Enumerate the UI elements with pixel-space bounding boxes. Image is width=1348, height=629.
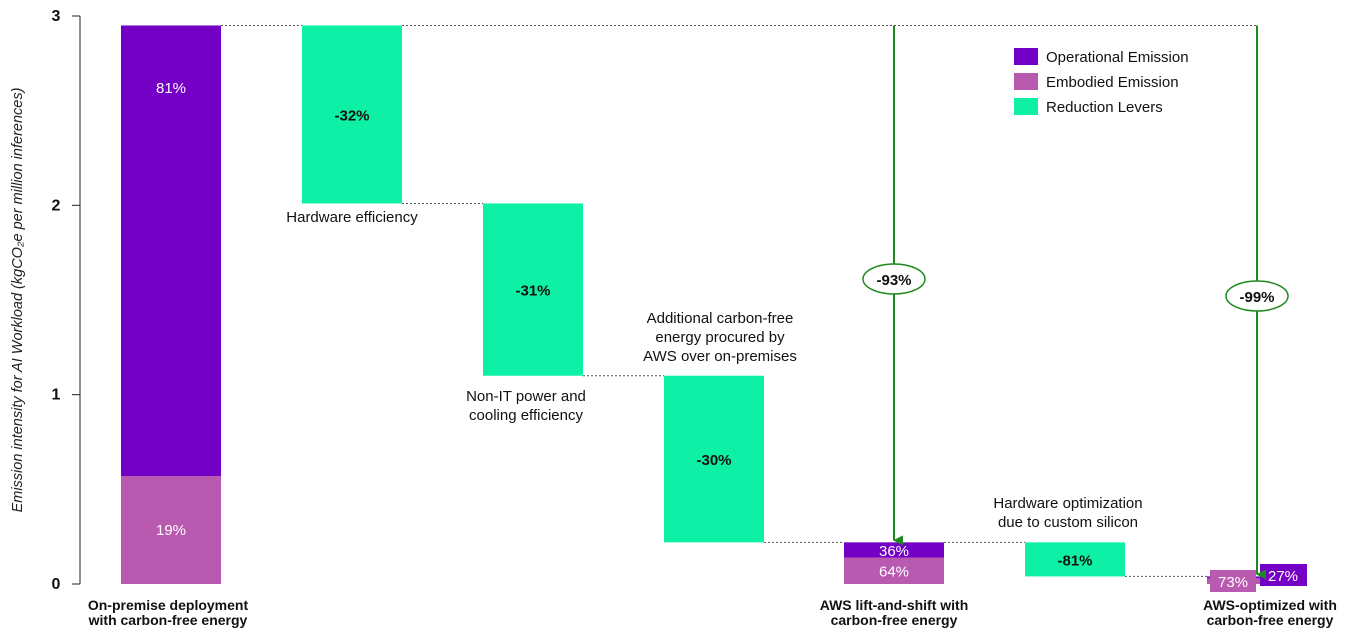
reduction-percent-label: -31% xyxy=(515,283,550,300)
reduction-percent-label: -32% xyxy=(334,107,369,124)
category-label: AWS lift-and-shift with xyxy=(820,597,969,613)
segment-callout-box xyxy=(1260,564,1307,586)
reduction-percent-label: -81% xyxy=(1057,552,1092,569)
legend-swatch xyxy=(1014,98,1038,115)
bar-segment xyxy=(844,542,944,558)
y-tick-label: 1 xyxy=(52,387,61,404)
legend-swatch xyxy=(1014,73,1038,90)
lever-label: due to custom silicon xyxy=(998,514,1138,531)
overall-reduction-arrows: -93% -99% xyxy=(862,25,1289,580)
legend-label: Reduction Levers xyxy=(1046,99,1163,116)
bar-segment xyxy=(121,476,221,584)
overall-reduction-label: -99% xyxy=(1239,289,1274,306)
lever-label: Non-IT power and xyxy=(466,388,586,405)
segment-label: 73% xyxy=(1218,574,1248,591)
segment-label: 81% xyxy=(156,80,186,97)
segment-label: 36% xyxy=(879,543,909,560)
bar-segment xyxy=(121,25,221,477)
y-axis: 0 1 2 3 Emission intensity for AI Workload (… xyxy=(10,8,81,593)
segment-callout-box xyxy=(1210,570,1256,592)
legend-label: Operational Emission xyxy=(1046,49,1189,66)
reduction-percent-label: -30% xyxy=(696,452,731,469)
category-label: On-premise deployment xyxy=(88,597,249,613)
segment-label: 19% xyxy=(156,522,186,539)
lever-label: Hardware optimization xyxy=(993,495,1142,512)
reduction-bar xyxy=(483,203,583,376)
connector-lines xyxy=(221,24,1258,577)
reduction-bar xyxy=(664,375,764,543)
reduction-bar xyxy=(302,25,402,204)
category-label: AWS-optimized with xyxy=(1203,597,1337,613)
category-label: with carbon-free energy xyxy=(88,612,248,628)
legend-label: Embodied Emission xyxy=(1046,74,1179,91)
lever-label: AWS over on-premises xyxy=(643,348,797,365)
y-tick-label: 0 xyxy=(52,576,61,593)
bar-segment xyxy=(844,557,944,584)
category-label: carbon-free energy xyxy=(831,612,958,628)
lever-label: energy procured by xyxy=(655,329,785,346)
overall-reduction-oval xyxy=(862,263,926,295)
segment-label: 27% xyxy=(1268,568,1298,585)
y-tick-label: 3 xyxy=(52,8,61,25)
y-axis-title: Emission intensity for AI Workload (kgCO… xyxy=(10,88,26,513)
segment-label: 64% xyxy=(879,564,909,581)
reduction-bar xyxy=(1025,542,1125,577)
lever-label: Additional carbon-free xyxy=(647,310,794,327)
y-tick-label: 2 xyxy=(52,197,61,214)
category-label: carbon-free energy xyxy=(1207,612,1334,628)
bars: 19% 81% -32% -31% -30% 36% 64% -81% 73% 27% xyxy=(121,25,1307,592)
overall-reduction-label: -93% xyxy=(876,272,911,289)
legend: Operational Emission Embodied Emission Red… xyxy=(1014,48,1189,116)
legend-swatch xyxy=(1014,48,1038,65)
lever-label: Hardware efficiency xyxy=(286,209,418,226)
lever-label: cooling efficiency xyxy=(469,407,583,424)
bar-segment xyxy=(1207,578,1307,584)
overall-reduction-oval xyxy=(1225,280,1289,312)
